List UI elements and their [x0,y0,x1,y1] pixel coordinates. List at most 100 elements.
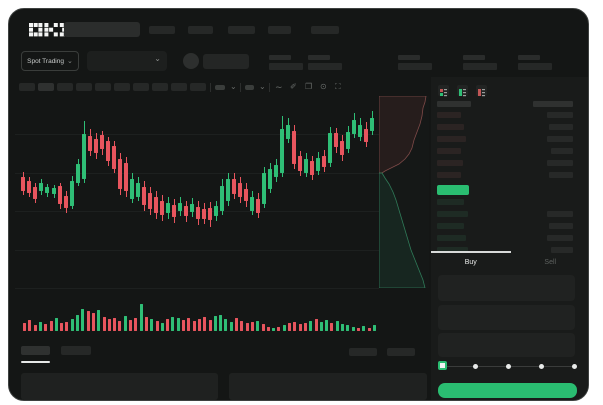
candle [64,196,68,208]
volume-bar [60,323,64,331]
volume-bar [219,315,223,331]
timeframe-button-8[interactable] [152,83,168,91]
trade-side-panel: Buy Sell [431,77,589,400]
ask-price-bar [437,136,466,142]
volume-bar [97,310,101,331]
slider-stop-2[interactable] [506,364,511,369]
positions-table-panel [229,373,427,400]
market-type-selector[interactable]: Spot Trading ⌄ [21,51,79,71]
volume-bar [335,321,339,331]
nav-item-2[interactable] [188,26,213,34]
ask-price-bar [437,172,461,178]
volume-bar [229,322,233,331]
volume-bar [65,322,69,331]
volume-bar [224,319,228,331]
slider-stop-3[interactable] [539,364,544,369]
nav-item-3[interactable] [228,26,255,34]
volume-bar [351,327,355,331]
ask-amount-bar [547,136,573,142]
ask-price-bar [437,124,464,130]
line-style-icon[interactable]: ∼ [275,82,283,92]
camera-icon[interactable]: ❐ [305,82,313,91]
indicator-dropdown[interactable] [215,85,225,90]
amount-input[interactable] [438,305,575,330]
volume-bar [139,304,143,331]
candlestick-chart[interactable] [9,9,379,339]
timeframe-button-6[interactable] [114,83,130,91]
bid-price-bar [437,199,464,205]
depth-chart[interactable] [378,95,429,289]
gear-icon[interactable]: ⊙ [320,82,327,91]
timeframe-button-9[interactable] [171,83,187,91]
candle [208,208,212,220]
candle [142,187,146,205]
candle [178,203,182,211]
pair-title-placeholder [203,54,249,69]
orderbook-asks-icon[interactable] [476,85,487,97]
timeframe-button-7[interactable] [133,83,149,91]
orderbook-combined-icon[interactable] [438,85,449,97]
orderbook-bids-icon[interactable] [457,85,468,97]
volume-bar [197,319,201,331]
chevron-down-icon[interactable]: ⌄ [259,82,266,91]
volume-bar [23,323,26,331]
nav-item-1[interactable] [149,26,175,34]
last-price-bar[interactable] [437,185,469,195]
bid-price-bar [437,235,466,241]
candle [112,146,116,169]
candle [27,181,31,193]
fullscreen-icon[interactable]: ⛶ [335,82,341,91]
volume-bar [192,321,196,331]
bottom-action-1[interactable] [349,348,377,356]
volume-bar [319,322,323,331]
candle [88,136,92,151]
candle [238,183,242,197]
volume-bar [54,318,58,331]
ask-price-bar [437,160,463,166]
candle [316,158,320,171]
bottom-tab-history[interactable] [61,346,91,355]
volume-bar [134,318,138,331]
chart-gridline [15,173,379,174]
candle [33,187,37,199]
volume-bar [76,315,79,331]
price-input[interactable] [438,275,575,301]
candle [352,120,356,134]
volume-bar [176,318,180,331]
volume-bar [123,316,127,331]
pencil-icon[interactable]: ✐ [290,82,297,91]
buy-submit-button[interactable] [438,383,577,398]
timeframe-button-3[interactable] [57,83,73,91]
timeframe-button-5[interactable] [95,83,111,91]
search-input[interactable] [64,22,140,37]
chevron-down-icon[interactable]: ⌄ [230,82,237,91]
candle [340,141,344,155]
tab-sell[interactable]: Sell [511,251,589,271]
candle [298,156,302,171]
timeframe-button-2[interactable] [38,83,54,91]
volume-bar [44,324,48,331]
volume-bar [150,319,154,331]
timeframe-button-4[interactable] [76,83,92,91]
volume-bar [91,313,95,331]
volume-bar [113,318,117,331]
pair-selector-dropdown[interactable]: ⌄ [87,51,167,71]
total-input[interactable] [438,333,575,357]
overlay-dropdown[interactable] [245,85,254,90]
nav-item-5[interactable] [311,26,339,34]
volume-bar [330,323,334,331]
bottom-tab-orders[interactable] [21,346,50,355]
bottom-action-2[interactable] [387,348,415,356]
timeframe-button-1[interactable] [19,83,35,91]
candle [45,187,49,193]
volume-bar [266,327,270,331]
nav-item-4[interactable] [268,26,291,34]
slider-stop-1[interactable] [473,364,478,369]
slider-stop-4[interactable] [572,364,577,369]
candle [220,186,224,211]
timeframe-button-10[interactable] [190,83,206,91]
volume-bar [208,320,212,331]
candle [310,161,314,175]
amount-slider-handle[interactable] [438,361,447,370]
tab-buy[interactable]: Buy [431,251,511,271]
